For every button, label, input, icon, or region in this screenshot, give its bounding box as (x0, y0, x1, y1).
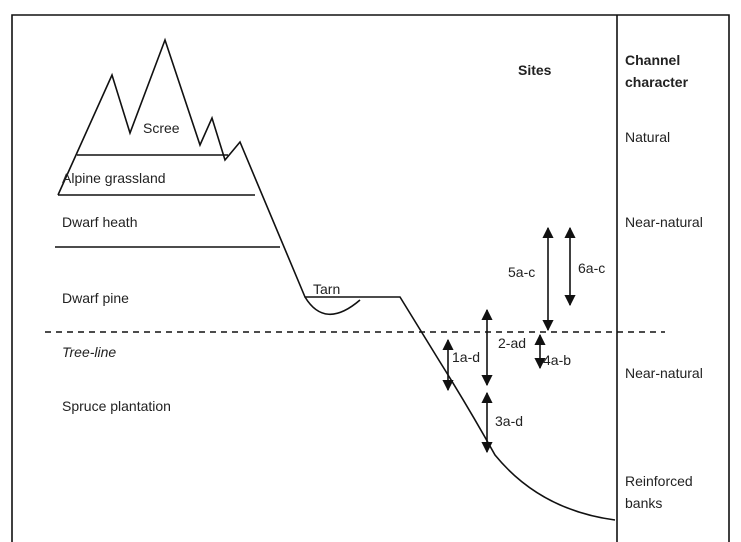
tarn-water (304, 296, 361, 316)
channel-label: banks (625, 495, 662, 511)
zone-label: Dwarf pine (62, 290, 129, 306)
channel-label: Near-natural (625, 365, 703, 381)
site-label: 5a-c (508, 264, 535, 280)
zone-label: Dwarf heath (62, 214, 137, 230)
zone-label: Scree (143, 120, 180, 136)
frame (11, 14, 730, 542)
channel-label: Near-natural (625, 214, 703, 230)
site-label: 1a-d (452, 349, 480, 365)
tarn-label: Tarn (313, 281, 340, 297)
site-label: 6a-c (578, 260, 605, 276)
zone-label: Spruce plantation (62, 398, 171, 414)
zone-label: Tree-line (62, 344, 116, 360)
arrows (442, 226, 576, 454)
site-label: 4a-b (543, 352, 571, 368)
channel-label: Reinforced (625, 473, 693, 489)
channel-heading: Channel (625, 52, 680, 68)
site-label: 2-ad (498, 335, 526, 351)
profile (57, 37, 616, 521)
channel-label: Natural (625, 129, 670, 145)
site-label: 3a-d (495, 413, 523, 429)
zone-label: Alpine grassland (62, 170, 166, 186)
channel-heading: character (625, 74, 689, 90)
sites-heading: Sites (518, 62, 552, 78)
